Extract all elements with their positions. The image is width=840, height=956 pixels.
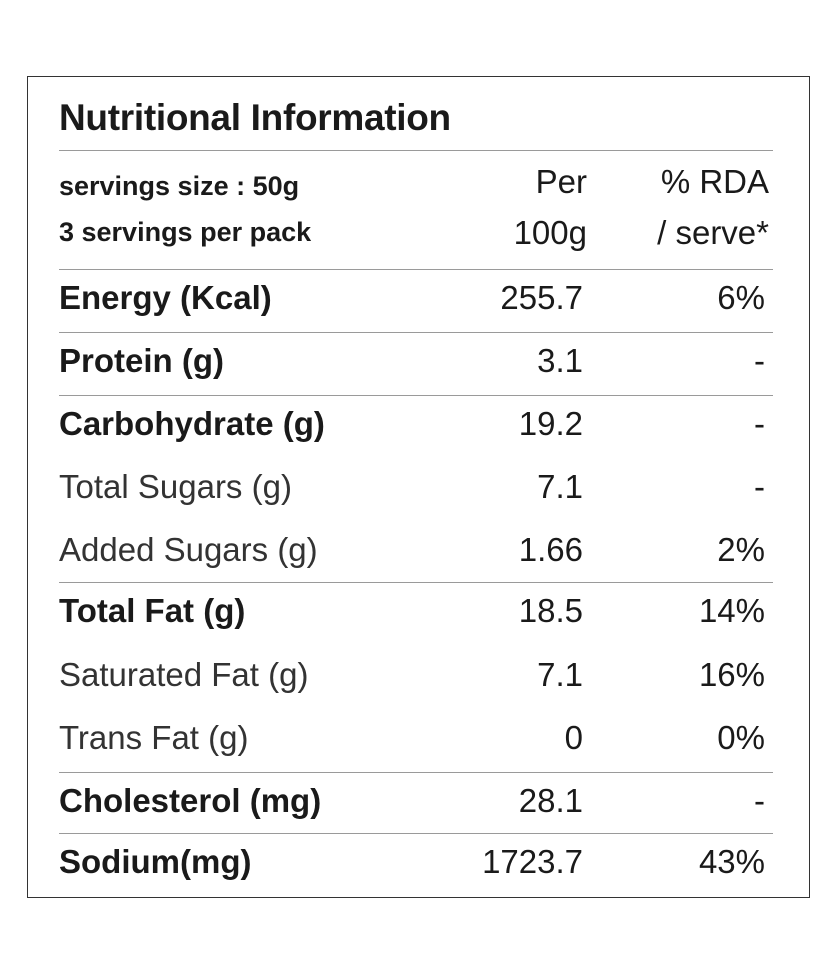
divider [59,150,773,151]
row-per-100g: 18.5 [518,592,583,629]
table-row-trans-fat: Trans Fat (g) 0 0% [59,713,773,775]
row-per-100g: 255.7 [500,279,583,316]
row-label: Carbohydrate (g) [59,405,325,442]
row-per-100g: 1.66 [518,531,583,568]
divider [59,395,773,396]
table-row-total-sugars: Total Sugars (g) 7.1 - [59,462,773,524]
table-row-total-fat: Total Fat (g) 18.5 14% [59,586,773,648]
row-per-100g: 0 [564,719,583,756]
panel-title: Nutritional Information [59,97,451,138]
nutrition-facts-panel: Nutritional Information servings size : … [27,76,810,898]
row-rda: 6% [717,279,765,316]
row-rda: 16% [698,656,765,693]
row-rda: - [754,468,765,505]
table-row-cholesterol: Cholesterol (mg) 28.1 - [59,776,773,838]
row-rda: 14% [698,592,765,629]
table-row-protein: Protein (g) 3.1 - [59,336,773,398]
divider [59,582,773,583]
table-row-added-sugars: Added Sugars (g) 1.66 2% [59,525,773,587]
servings-per-pack-label: 3 servings per pack [59,217,312,247]
per-column-header-line1: Per [535,163,587,200]
row-label: Saturated Fat (g) [59,656,309,693]
table-row-sodium: Sodium(mg) 1723.7 43% [59,837,773,899]
row-label: Total Sugars (g) [59,468,292,505]
rda-column-header-line1: % RDA [660,163,769,200]
row-per-100g: 19.2 [518,405,583,442]
divider [59,772,773,773]
row-rda: 43% [698,843,765,880]
row-per-100g: 28.1 [518,782,583,819]
row-per-100g: 3.1 [537,342,583,379]
row-label: Cholesterol (mg) [59,782,322,819]
row-rda: - [754,342,765,379]
row-rda: 2% [717,531,765,568]
row-per-100g: 7.1 [537,468,583,505]
row-label: Total Fat (g) [59,592,246,629]
row-label: Added Sugars (g) [59,531,318,568]
row-label: Protein (g) [59,342,224,379]
divider [59,269,773,270]
row-rda: 0% [717,719,765,756]
rda-column-header-line2: / serve* [657,214,769,251]
table-row-saturated-fat: Saturated Fat (g) 7.1 16% [59,650,773,712]
table-row-carbohydrate: Carbohydrate (g) 19.2 - [59,399,773,461]
per-column-header-line2: 100g [513,214,587,251]
row-label: Energy (Kcal) [59,279,272,316]
row-per-100g: 1723.7 [482,843,583,880]
divider [59,833,773,834]
row-rda: - [754,405,765,442]
serving-size-label: servings size : 50g [59,171,300,201]
table-row-energy: Energy (Kcal) 255.7 6% [59,273,773,335]
row-per-100g: 7.1 [537,656,583,693]
row-label: Sodium(mg) [59,843,252,880]
row-label: Trans Fat (g) [59,719,249,756]
row-rda: - [754,782,765,819]
divider [59,332,773,333]
